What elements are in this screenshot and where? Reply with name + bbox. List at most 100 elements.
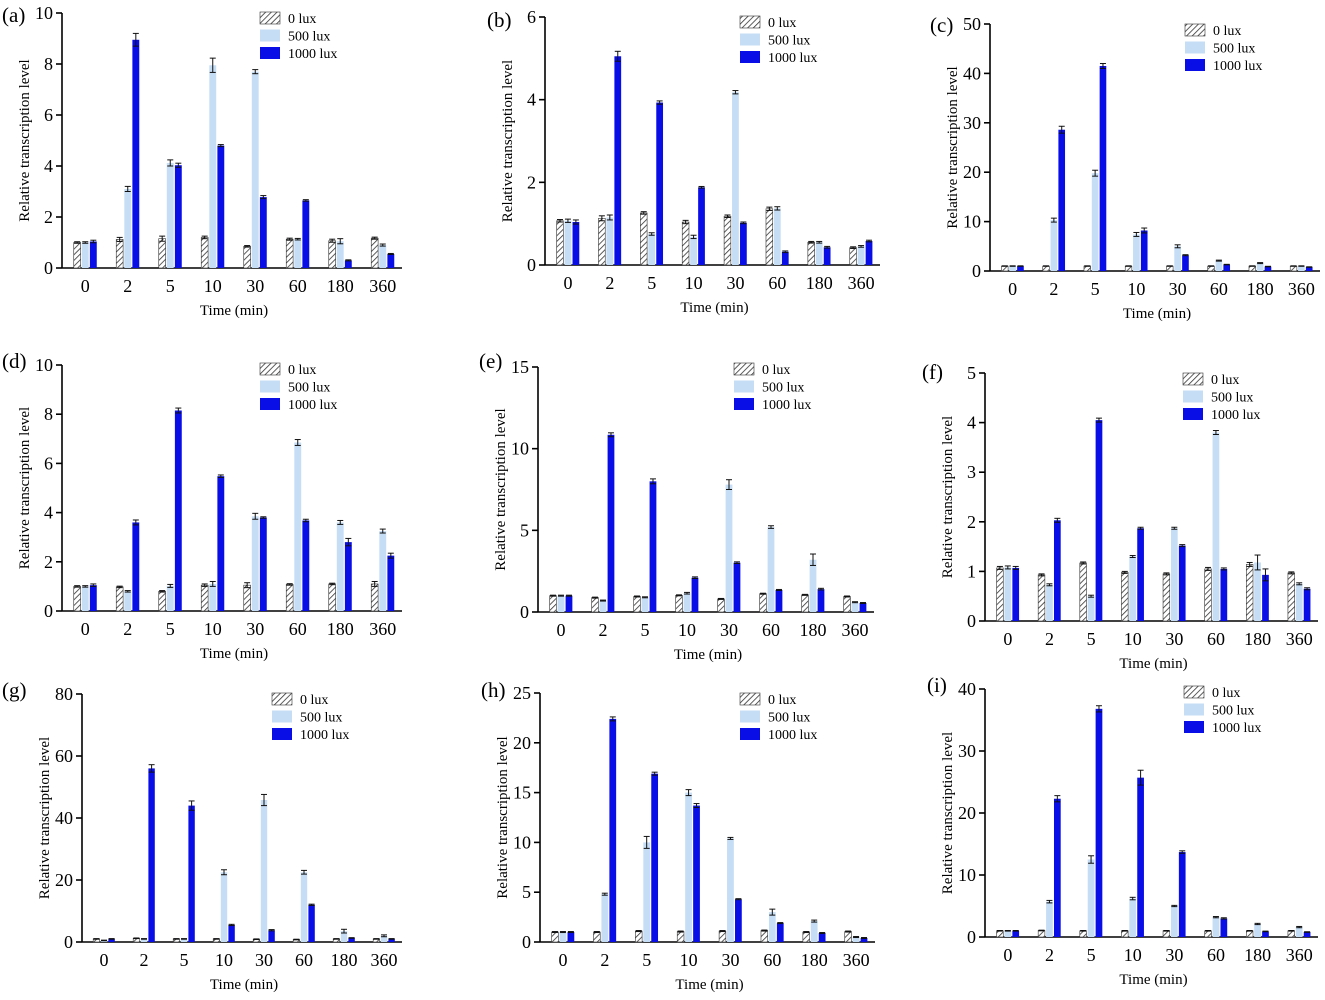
- bar: [601, 894, 609, 942]
- x-tick-label: 180: [1244, 945, 1271, 965]
- bar: [200, 584, 209, 612]
- legend: 0 lux 500 lux 1000 lux: [739, 692, 817, 743]
- x-tick-label: 10: [1127, 279, 1145, 299]
- y-tick-label: 4: [527, 90, 536, 110]
- bar: [340, 931, 348, 942]
- bar: [1182, 255, 1189, 271]
- bar: [166, 585, 174, 611]
- bar: [1079, 930, 1087, 938]
- y-tick-label: 15: [513, 783, 531, 803]
- y-tick-label: 4: [44, 503, 53, 523]
- bar: [209, 65, 217, 269]
- bar: [691, 577, 699, 612]
- x-tick-label: 60: [763, 950, 781, 970]
- y-tick-label: 15: [511, 357, 529, 377]
- bar: [564, 220, 572, 265]
- legend-label: 0 lux: [768, 693, 796, 708]
- bar: [1053, 520, 1061, 621]
- bar: [1295, 583, 1303, 621]
- x-axis-title: Time (min): [210, 977, 278, 993]
- bar: [228, 924, 235, 942]
- legend: 0 lux 500 lux 1000 lux: [1182, 372, 1260, 423]
- x-tick-label: 2: [140, 950, 149, 970]
- x-tick-label: 5: [647, 273, 656, 293]
- x-tick-label: 10: [204, 619, 222, 639]
- x-tick-label: 2: [123, 276, 132, 296]
- bar: [217, 145, 225, 268]
- x-tick-label: 360: [1288, 279, 1315, 299]
- bar: [115, 239, 124, 269]
- bar: [607, 434, 615, 612]
- x-tick-label: 5: [1087, 945, 1096, 965]
- bar: [1245, 930, 1254, 938]
- bar: [1133, 234, 1140, 271]
- x-tick-label: 2: [600, 950, 609, 970]
- bar: [651, 773, 659, 942]
- bar: [565, 595, 573, 612]
- y-axis-title: Relative transcription level: [945, 66, 961, 228]
- y-tick-label: 40: [958, 679, 976, 699]
- x-tick-label: 180: [801, 950, 828, 970]
- bar: [717, 598, 725, 613]
- x-tick-label: 60: [1207, 629, 1225, 649]
- x-axis-title: Time (min): [680, 300, 748, 316]
- x-tick-label: 2: [1049, 279, 1058, 299]
- bar: [336, 522, 344, 611]
- bar: [1037, 930, 1046, 938]
- panel-label: (h): [481, 678, 506, 702]
- y-tick-label: 6: [44, 453, 53, 473]
- y-tick-label: 2: [967, 512, 976, 532]
- bar: [683, 593, 691, 612]
- bar: [996, 930, 1004, 938]
- bar: [220, 872, 228, 942]
- x-axis-title: Time (min): [674, 647, 742, 663]
- bar: [685, 792, 692, 942]
- x-tick-label: 10: [685, 273, 703, 293]
- bar: [802, 931, 810, 943]
- y-tick-label: 5: [967, 363, 976, 383]
- bar: [89, 585, 97, 611]
- bar: [1245, 564, 1254, 622]
- bar: [643, 842, 651, 942]
- x-tick-label: 180: [800, 620, 827, 640]
- legend: 0 lux 500 lux 1000 lux: [1183, 685, 1261, 736]
- bar: [649, 481, 657, 612]
- legend-swatch: [739, 692, 761, 706]
- legend-swatch: [740, 728, 760, 740]
- bar: [308, 904, 315, 942]
- bar: [1162, 573, 1171, 622]
- panel-label: (f): [922, 360, 943, 384]
- y-tick-label: 4: [967, 413, 976, 433]
- legend-label: 1000 lux: [288, 47, 337, 62]
- bar: [599, 600, 607, 612]
- x-tick-label: 360: [371, 950, 398, 970]
- legend-swatch: [1185, 41, 1205, 54]
- chart-panel-6: (f) 0 1 2 3 4 5 0 2 5 10 30 60 180 360 Time (min) Relati…: [922, 360, 1318, 672]
- bar: [259, 517, 267, 611]
- chart-panel-3: (c) 0 10 20 30 40 50 0 2 5 10 30 60 180 360 Time (min) R…: [930, 13, 1320, 322]
- y-tick-label: 10: [511, 439, 529, 459]
- bar: [1295, 927, 1303, 937]
- bar: [158, 591, 166, 612]
- bar: [1129, 556, 1137, 621]
- bar: [124, 591, 132, 611]
- x-tick-label: 360: [369, 276, 396, 296]
- bar: [996, 567, 1004, 622]
- y-tick-label: 5: [520, 520, 529, 540]
- y-tick-label: 6: [527, 7, 536, 27]
- x-tick-label: 0: [1003, 629, 1012, 649]
- bar: [775, 589, 783, 612]
- y-tick-label: 8: [44, 404, 53, 424]
- x-tick-label: 10: [1124, 945, 1142, 965]
- y-tick-label: 0: [520, 602, 529, 622]
- bar: [370, 583, 379, 612]
- x-tick-label: 30: [255, 950, 273, 970]
- legend-swatch: [740, 710, 760, 723]
- bar: [81, 586, 89, 611]
- bar: [807, 241, 815, 266]
- bar: [174, 410, 182, 611]
- legend-label: 0 lux: [1213, 24, 1241, 39]
- legend-swatch: [259, 11, 281, 25]
- bar: [740, 222, 747, 265]
- x-axis-title: Time (min): [1123, 306, 1191, 322]
